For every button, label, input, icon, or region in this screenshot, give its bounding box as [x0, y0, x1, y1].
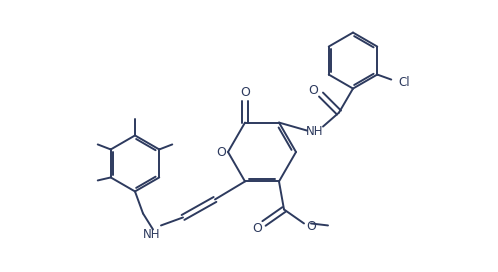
Text: O: O	[240, 86, 250, 99]
Text: NH: NH	[306, 125, 324, 138]
Text: Cl: Cl	[398, 76, 410, 89]
Text: O: O	[252, 222, 262, 235]
Text: O: O	[306, 220, 316, 233]
Text: O: O	[308, 84, 318, 97]
Text: NH: NH	[143, 228, 161, 241]
Text: O: O	[216, 146, 226, 159]
